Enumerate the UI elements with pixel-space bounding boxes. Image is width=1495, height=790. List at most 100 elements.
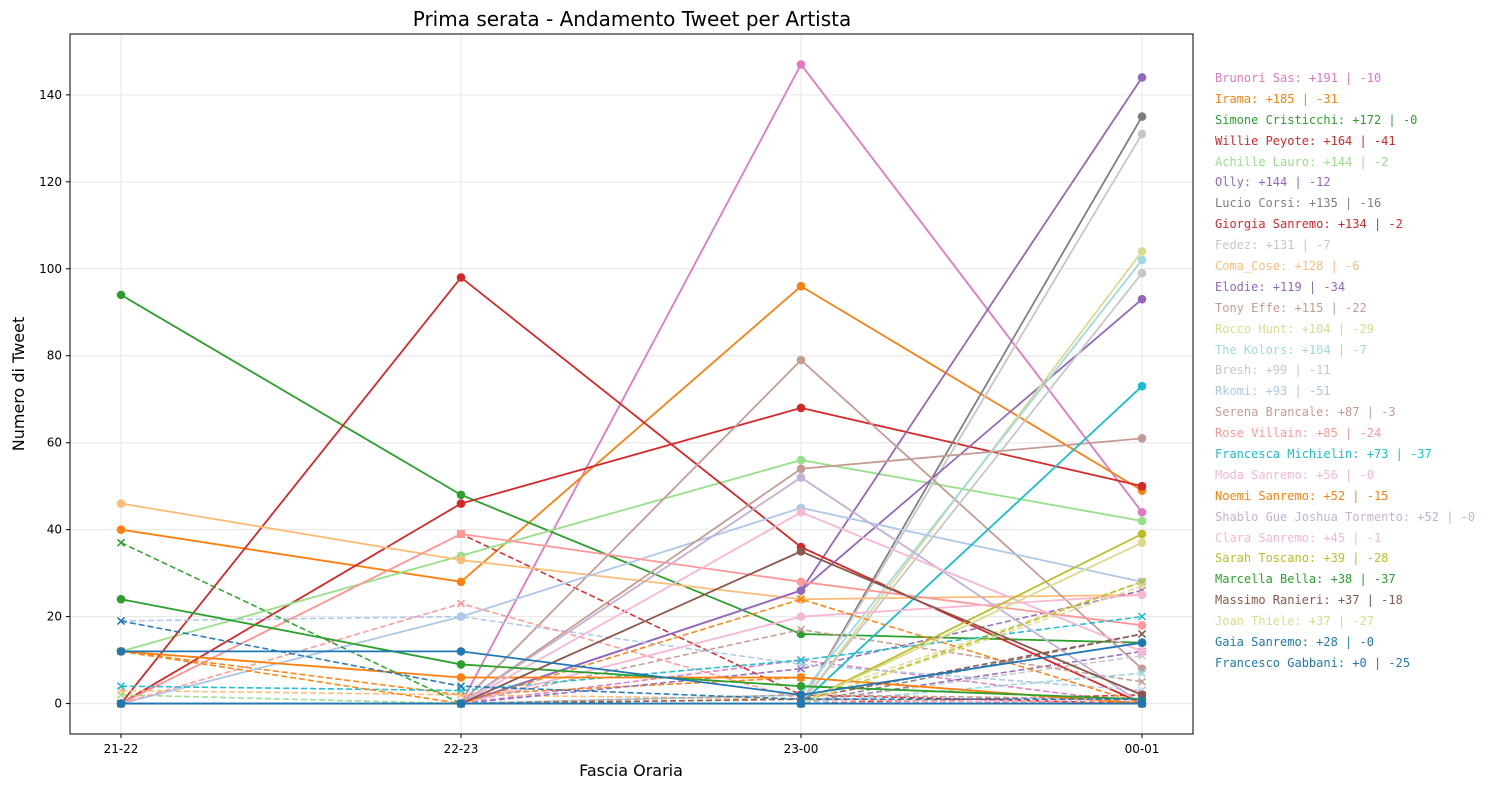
legend-entry: Olly: +144 | -12	[1215, 175, 1331, 190]
series-group	[116, 273, 1147, 708]
positive-point	[1137, 664, 1147, 674]
positive-series-line	[120, 276, 1143, 705]
legend-entry: Rkomi: +93 | -51	[1215, 384, 1331, 399]
legend-entry: Irama: +185 | -31	[1215, 91, 1338, 106]
positive-point	[796, 60, 806, 69]
positive-point	[1137, 690, 1147, 700]
negative-series-line	[121, 628, 1143, 705]
legend-entry: Elodie: +119 | -34	[1215, 279, 1346, 294]
negative-series-line	[121, 581, 1143, 705]
positive-series-line	[120, 502, 1143, 601]
y-tick-label: 120	[39, 175, 62, 189]
positive-series-line	[120, 459, 1143, 653]
x-tick-label: 22-23	[444, 742, 479, 756]
positive-point	[1137, 381, 1147, 391]
negative-series-line	[120, 620, 1142, 701]
legend-entry: Willie Peyote: +164 | -41	[1215, 133, 1396, 148]
negative-point	[796, 595, 806, 604]
positive-series-line	[121, 259, 1143, 705]
positive-point	[796, 281, 806, 291]
positive-point	[1137, 638, 1147, 647]
negative-series-line	[120, 598, 1143, 705]
legend-entry: Noemi Sanremo: +52 | -15	[1215, 488, 1389, 503]
positive-point	[116, 594, 126, 604]
positive-series-line	[120, 598, 1143, 701]
positive-point	[1137, 255, 1147, 265]
positive-series-line	[120, 294, 1143, 644]
legend-entry: Giorgia Sanremo: +134 | -2	[1215, 217, 1403, 232]
positive-point	[1137, 507, 1147, 517]
legend-entry: Francesca Michielin: +73 | -37	[1215, 447, 1432, 462]
positive-point	[116, 499, 126, 508]
x-axis-label: Fascia Oraria	[579, 761, 683, 780]
positive-series-line	[121, 541, 1143, 705]
series-group	[116, 638, 1147, 708]
plot-frame	[69, 33, 1194, 735]
legend-entry: Simone Cristicchi: +172 | -0	[1215, 112, 1418, 127]
legend-entry: Coma_Cose: +128 | -6	[1215, 259, 1360, 274]
x-tick-label: 21-22	[104, 742, 139, 756]
positive-series-line	[121, 298, 1143, 705]
positive-point	[1137, 699, 1147, 708]
y-tick-label: 20	[47, 610, 62, 624]
positive-point	[796, 681, 806, 691]
positive-point	[796, 577, 806, 587]
series-group	[116, 529, 1147, 708]
negative-point	[116, 538, 126, 547]
positive-point	[796, 690, 806, 700]
y-tick-label: 60	[47, 436, 62, 450]
positive-point	[1137, 294, 1147, 304]
positive-point	[116, 647, 126, 656]
positive-point	[796, 355, 806, 365]
series-group	[116, 529, 1147, 708]
axes: 0 20 40 60 80 100 120 140 21-22 22-23 23-00 00-01	[39, 88, 1159, 756]
series-group	[116, 268, 1147, 708]
positive-point	[116, 699, 126, 708]
negative-point	[1137, 677, 1147, 686]
legend-entry: Brunori Sas: +191 | -10	[1215, 71, 1382, 85]
positive-point	[456, 499, 466, 508]
positive-point	[1137, 129, 1147, 139]
legend-entry: Rose Villain: +85 | -24	[1215, 426, 1382, 441]
positive-series-line	[120, 533, 1143, 705]
y-tick-label: 0	[54, 697, 62, 711]
negative-series-line	[121, 694, 1143, 705]
y-axis-label: Numero di Tweet	[9, 317, 28, 452]
positive-point	[456, 529, 466, 539]
legend-entry: Shablo Gue Joshua Tormento: +52 | -0	[1215, 509, 1476, 524]
negative-series-line	[121, 589, 1143, 705]
positive-point	[796, 455, 806, 465]
legend-entry: Sarah Toscano: +39 | -28	[1215, 551, 1389, 566]
positive-point	[796, 464, 806, 474]
positive-series-line	[121, 641, 1143, 696]
negative-point	[456, 682, 466, 691]
series-group	[116, 290, 1147, 708]
legend-entry: Fedez: +131 | -7	[1215, 238, 1331, 253]
positive-point	[456, 699, 466, 708]
positive-point	[1137, 647, 1147, 656]
negative-point	[796, 625, 806, 634]
negative-point	[116, 682, 126, 691]
legend-entry: Serena Brancale: +87 | -3	[1215, 405, 1396, 420]
legend-entry: Lucio Corsi: +135 | -16	[1215, 196, 1382, 211]
legend-entry: Rocco Hunt: +104 | -29	[1215, 321, 1374, 336]
series-layer	[116, 60, 1147, 708]
positive-point	[456, 577, 466, 587]
positive-point	[796, 473, 806, 482]
positive-point	[796, 507, 806, 517]
series-group	[116, 255, 1147, 708]
positive-point	[1137, 538, 1147, 547]
negative-point	[1137, 629, 1147, 639]
positive-point	[796, 673, 806, 682]
x-tick-label: 00-01	[1125, 742, 1160, 756]
positive-point	[116, 525, 126, 534]
series-group	[116, 129, 1147, 708]
series-group	[116, 112, 1147, 708]
positive-point	[456, 612, 466, 621]
positive-point	[1137, 516, 1147, 526]
negative-point	[1137, 669, 1147, 678]
positive-point	[1137, 268, 1147, 278]
positive-point	[1137, 112, 1147, 121]
positive-point	[456, 673, 466, 682]
